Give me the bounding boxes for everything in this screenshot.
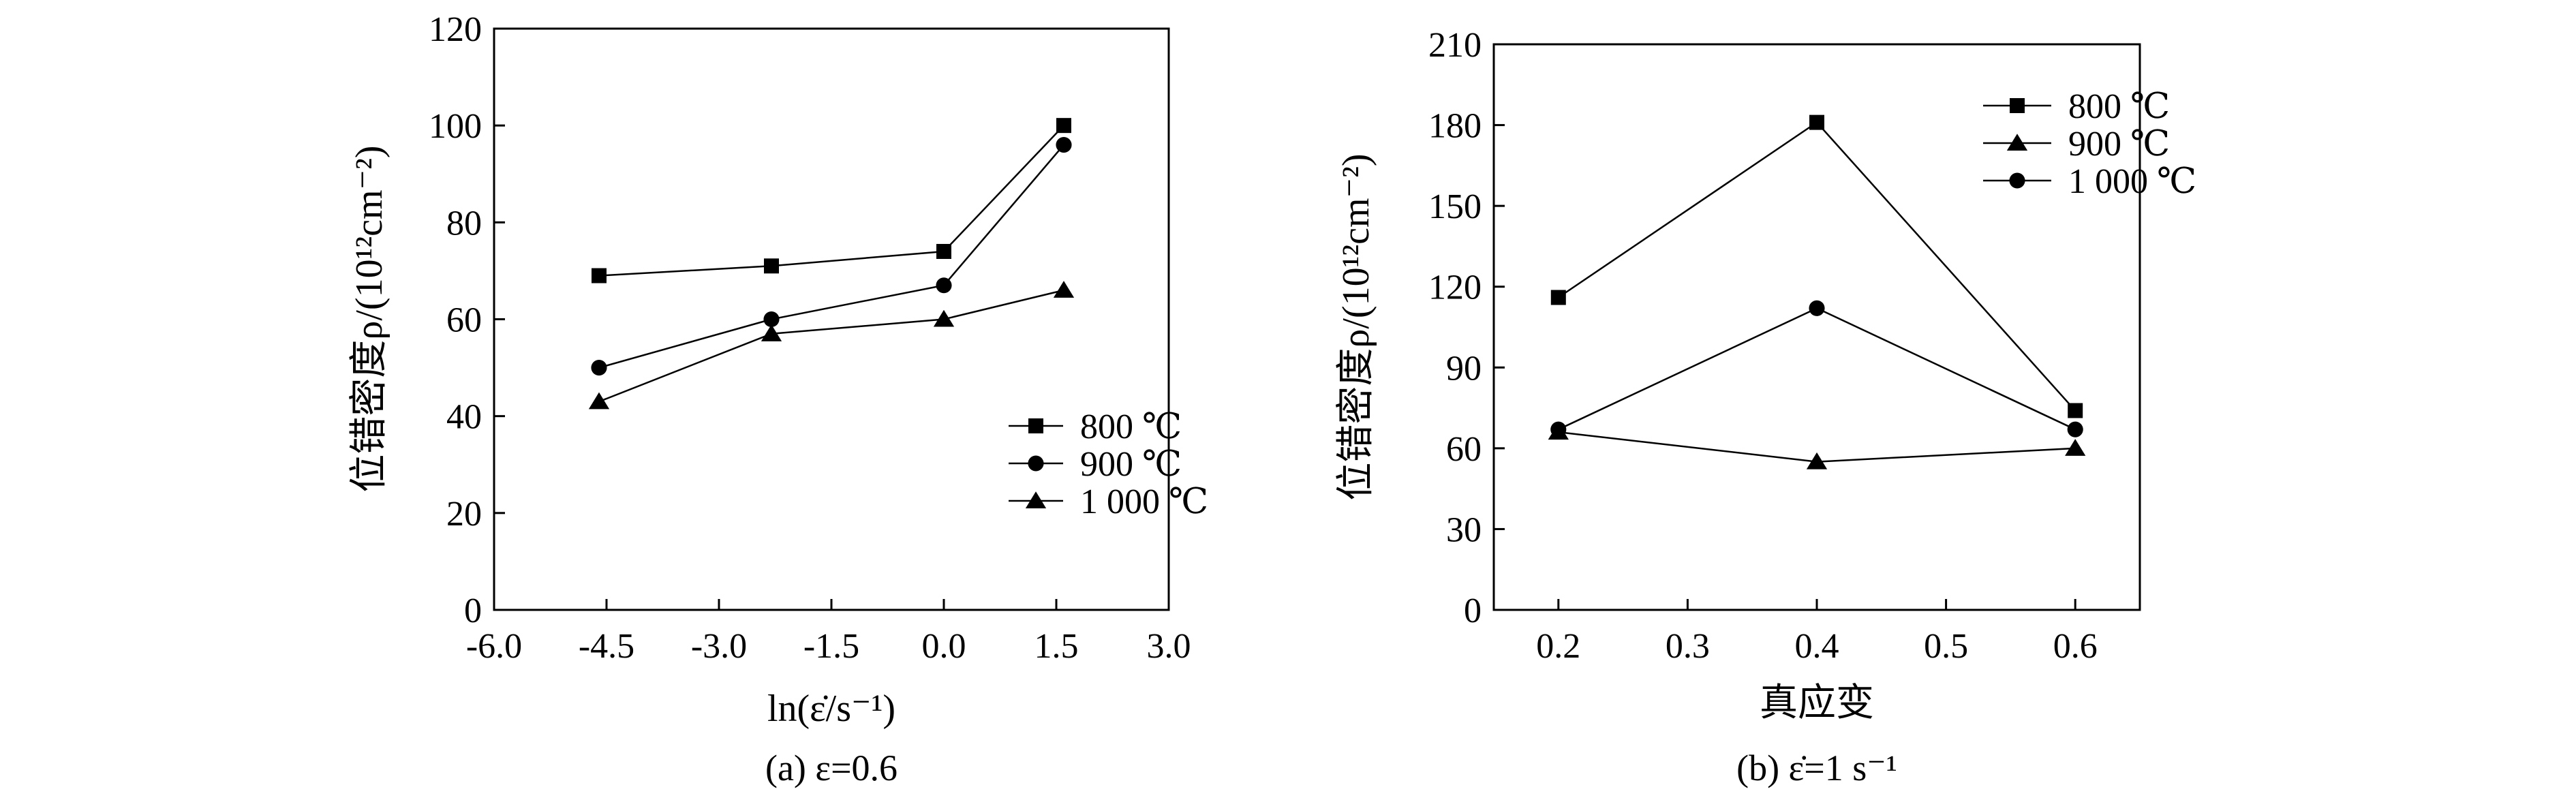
y-tick-label: 210 [1428,26,1482,65]
series-0 [592,118,1071,283]
legend-marker [2006,134,2028,151]
y-axis-label: 位错密度ρ/(10¹²cm⁻²) [348,145,390,492]
y-tick-label: 120 [1428,268,1482,307]
y-tick-label: 0 [464,591,482,630]
data-point [1056,118,1071,134]
series-1 [591,137,1072,376]
legend-label: 800 ℃ [1080,407,1182,446]
x-tick-label: -3.0 [691,627,747,666]
x-tick-label: 0.2 [1536,627,1580,666]
data-point [2065,439,2086,456]
data-point [936,277,952,294]
data-point [1806,452,1828,470]
series-line [598,125,1064,277]
series-2 [1550,300,2083,437]
x-tick-label: -4.5 [579,627,634,666]
data-point [1809,114,1824,130]
data-point [2067,421,2083,437]
x-tick-label: -6.0 [466,627,522,666]
series-line [1558,121,2076,412]
chart-panel-1: 0 30 60 90 120 150 180 210 0.2 0.3 0.4 0.5 0.6 真应变 位错密… [1335,26,2196,788]
y-axis-label: 位错密度ρ/(10¹²cm⁻²) [1335,153,1377,500]
series-line [1558,307,2076,431]
data-point [764,258,779,274]
x-tick-label: 3.0 [1147,627,1191,666]
chart-panel-0: 0 20 40 60 80 100 120 -6.0 -4.5 -3.0 -1.5 0.0 1.5 3.0… [348,10,1208,788]
legend-marker [1025,491,1047,508]
x-axis-label: 真应变 [1760,682,1874,724]
y-tick-label: 60 [1446,430,1482,469]
legend-label: 800 ℃ [2068,87,2170,126]
data-point [1550,421,1567,437]
y-tick-label: 90 [1446,349,1482,388]
data-point [933,309,955,327]
legend-label: 900 ℃ [1080,445,1182,484]
data-point [588,392,610,410]
x-tick-label: 0.3 [1666,627,1710,666]
legend-label: 900 ℃ [2068,125,2170,164]
x-tick-label: 0.6 [2053,627,2098,666]
legend-marker [2009,172,2025,189]
data-point [592,268,607,283]
y-tick-label: 60 [446,301,482,340]
legend-marker [2010,98,2025,113]
x-tick-label: 0.0 [922,627,966,666]
series-line [598,144,1064,369]
y-tick-label: 30 [1446,510,1482,549]
y-tick-label: 100 [429,107,482,146]
y-tick-label: 0 [1464,591,1482,630]
series-line [598,289,1064,403]
y-tick-label: 80 [446,204,482,243]
chart-caption: (a) ε=0.6 [765,748,898,788]
y-tick-label: 150 [1428,187,1482,226]
plot-frame [493,27,1170,611]
series-1 [1548,422,2086,470]
chart-caption: (b) ε̇=1 s⁻¹ [1736,748,1897,788]
x-tick-label: -1.5 [803,627,859,666]
y-tick-label: 120 [429,10,482,49]
x-tick-label: 1.5 [1034,627,1079,666]
y-tick-label: 180 [1428,107,1482,146]
legend-label: 1 000 ℃ [1080,482,1208,521]
data-point [1809,300,1825,316]
data-point [1053,281,1075,298]
x-tick-label: 0.5 [1924,627,1968,666]
x-tick-label: 0.4 [1795,627,1839,666]
data-point [763,311,780,328]
legend-marker [1028,455,1044,472]
data-point [591,360,607,376]
data-point [1550,290,1566,305]
y-tick-label: 20 [446,495,482,534]
x-axis-label: ln(ε̇/s⁻¹) [767,688,895,730]
series-0 [1550,114,2083,418]
data-point [936,243,951,259]
data-point [761,324,782,341]
y-tick-label: 40 [446,398,482,437]
legend-marker [1028,418,1043,433]
legend-label: 1 000 ℃ [2068,162,2196,201]
series-2 [588,281,1075,410]
data-point [1056,137,1072,153]
data-point [2068,403,2083,418]
